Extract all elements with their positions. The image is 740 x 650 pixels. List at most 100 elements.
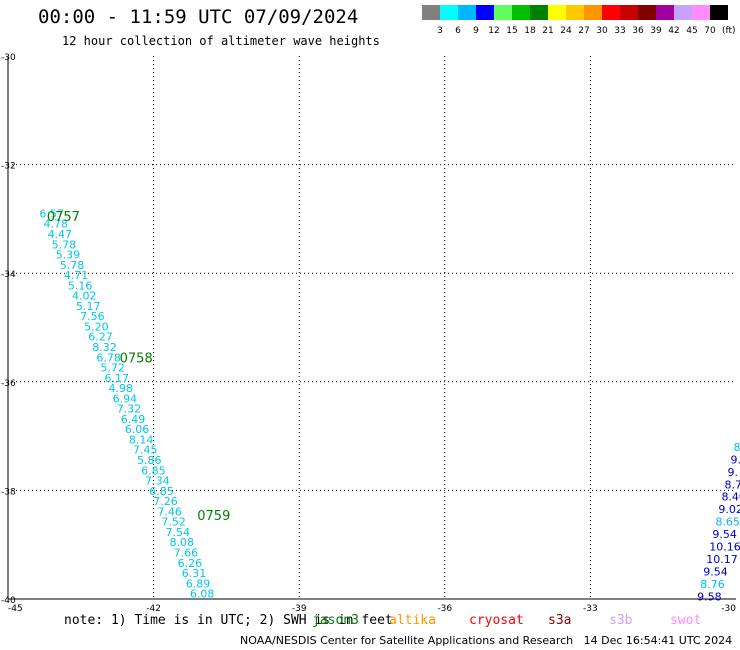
swh-value: 5.17 — [76, 300, 101, 313]
legend-swatch — [602, 5, 620, 20]
legend-swatch — [422, 5, 440, 20]
swh-value: 8.14 — [129, 433, 154, 446]
legend-label: 18 — [524, 26, 536, 36]
legend-swatch — [656, 5, 674, 20]
legend-label: 27 — [578, 26, 590, 36]
swh-value: 6.06 — [125, 423, 150, 436]
legend-swatch — [548, 5, 566, 20]
swh-value: 5.78 — [52, 238, 77, 251]
swh-value: 4.71 — [64, 269, 89, 282]
legend-swatch — [566, 5, 584, 20]
lat-tick-label: -30 — [1, 53, 16, 63]
satellite-label-s3a: s3a — [548, 613, 572, 628]
swh-value: 7.34 — [145, 475, 170, 488]
legend-label: 42 — [668, 26, 680, 36]
swh-value: 7.26 — [153, 495, 178, 508]
swh-value: 7.66 — [174, 546, 199, 559]
satellite-label-swot: swot — [670, 613, 702, 628]
swh-value: 6.08 — [190, 588, 215, 601]
legend-label: 24 — [560, 26, 572, 36]
lon-tick-label: -33 — [583, 604, 598, 614]
legend-swatch — [620, 5, 638, 20]
legend-label: 21 — [542, 26, 554, 36]
swh-value: 4.47 — [48, 228, 73, 241]
swh-value: 6.89 — [186, 577, 211, 590]
legend-label: 36 — [632, 26, 644, 36]
swh-value: 7.45 — [133, 444, 158, 457]
swh-value: 6.49 — [121, 413, 146, 426]
lon-tick-label: -42 — [146, 604, 161, 614]
swh-value: 9.54 — [703, 565, 728, 578]
satellite-label-cryosat: cryosat — [469, 613, 524, 628]
swh-value: 9. — [728, 466, 739, 479]
swh-value: 8.40 — [721, 491, 740, 504]
legend-swatch — [674, 5, 692, 20]
swh-value: 7.52 — [161, 516, 186, 529]
swh-value: 6.57 — [39, 207, 64, 220]
legend-swatch — [512, 5, 530, 20]
swh-value: 5.72 — [100, 362, 125, 375]
lon-tick-label: -30 — [721, 604, 736, 614]
swh-value: 9.02 — [718, 503, 740, 516]
swh-value: 6.26 — [178, 557, 203, 570]
map-title: 00:00 - 11:59 UTC 07/09/2024 — [38, 6, 359, 28]
legend-label: 45 — [686, 26, 698, 36]
swh-value: 5.20 — [84, 320, 109, 333]
legend-swatch — [476, 5, 494, 20]
swh-value: 6.27 — [88, 331, 113, 344]
satellite-label-jason3: jason3 — [312, 613, 359, 628]
legend-swatch — [584, 5, 602, 20]
lat-tick-label: -40 — [1, 596, 16, 606]
swh-value: 4.02 — [72, 290, 97, 303]
swh-value: 9. — [731, 453, 740, 466]
lat-tick-label: -34 — [1, 270, 16, 280]
pass-time-label: 0759 — [197, 509, 230, 524]
map-subtitle: 12 hour collection of altimeter wave hei… — [62, 34, 380, 48]
lat-tick-label: -36 — [1, 379, 16, 389]
swh-value: 10.17 — [706, 553, 738, 566]
legend-swatch — [494, 5, 512, 20]
swh-value: 6.85 — [149, 485, 174, 498]
legend-unit: (ft) — [722, 26, 736, 36]
satellite-label-s3b: s3b — [609, 613, 633, 628]
swh-value: 9.54 — [712, 528, 737, 541]
swh-value: 5.39 — [56, 249, 81, 262]
swh-value: 8.76 — [700, 578, 725, 591]
swh-value: 8.7 — [724, 478, 740, 491]
pass-time-label: 0757 — [47, 210, 80, 225]
swh-value: 6.78 — [96, 351, 121, 364]
swh-value: 9.58 — [697, 590, 722, 603]
swh-value: 5.86 — [137, 454, 162, 467]
swh-value: 6.85 — [141, 464, 166, 477]
legend-label: 39 — [650, 26, 662, 36]
swh-value: 5.78 — [60, 259, 85, 272]
swh-value: 7.56 — [80, 310, 105, 323]
swh-value: 4.98 — [109, 382, 134, 395]
legend-swatch — [710, 5, 728, 20]
swh-value: 8 — [734, 441, 740, 454]
legend-label: 15 — [506, 26, 518, 36]
swh-value: 8.08 — [170, 536, 195, 549]
swh-value: 7.32 — [117, 403, 142, 416]
legend-label: 33 — [614, 26, 626, 36]
lat-tick-label: -32 — [1, 162, 16, 172]
swh-value: 8.32 — [92, 341, 117, 354]
swh-value: 6.31 — [182, 567, 207, 580]
legend-label: 3 — [437, 26, 443, 36]
legend-swatch — [458, 5, 476, 20]
swh-value: 5.16 — [68, 279, 93, 292]
swh-value: 10.16 — [709, 541, 740, 554]
legend-swatch — [638, 5, 656, 20]
footer-note: note: 1) Time is in UTC; 2) SWH is in fe… — [64, 613, 393, 628]
swh-value: 8.65 — [715, 516, 740, 529]
legend-label: 12 — [488, 26, 500, 36]
legend-swatch — [530, 5, 548, 20]
footer-credit: NOAA/NESDIS Center for Satellite Applica… — [240, 634, 733, 647]
legend-label: 70 — [704, 26, 716, 36]
satellite-label-altika: altika — [389, 613, 436, 628]
lon-tick-label: -45 — [8, 604, 23, 614]
legend-swatch — [440, 5, 458, 20]
lon-tick-label: -36 — [437, 604, 452, 614]
swh-value: 7.46 — [157, 505, 182, 518]
